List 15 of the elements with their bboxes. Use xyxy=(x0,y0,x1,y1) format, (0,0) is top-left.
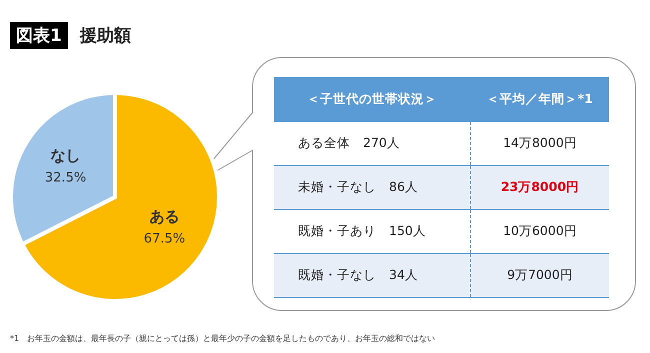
data-label: 67.5% xyxy=(144,231,186,246)
text: 14万8000円 xyxy=(470,122,609,166)
text: *1 お年玉の金額は、最年長の子（親にとっては孫）と最年少の子の金額を足したものであり、お年玉の総和ではない xyxy=(10,333,436,344)
text: ＜平均／年間＞*1 xyxy=(470,77,609,122)
chart-subtitle: 援助額 xyxy=(80,25,131,47)
chart-title: 図表1 xyxy=(10,22,68,49)
text: 10万6000円 xyxy=(470,210,609,254)
data-label: 32.5% xyxy=(44,170,86,186)
text: 既婚・子あり 150人 xyxy=(274,210,470,254)
text: 9万7000円 xyxy=(470,254,609,298)
slice-label: ある xyxy=(149,207,180,226)
text: ＜子世代の世帯状況＞ xyxy=(274,77,470,122)
text: ある全体 270人 xyxy=(274,122,470,166)
slice-label: なし xyxy=(50,146,81,165)
text: 23万8000円 xyxy=(470,166,609,210)
